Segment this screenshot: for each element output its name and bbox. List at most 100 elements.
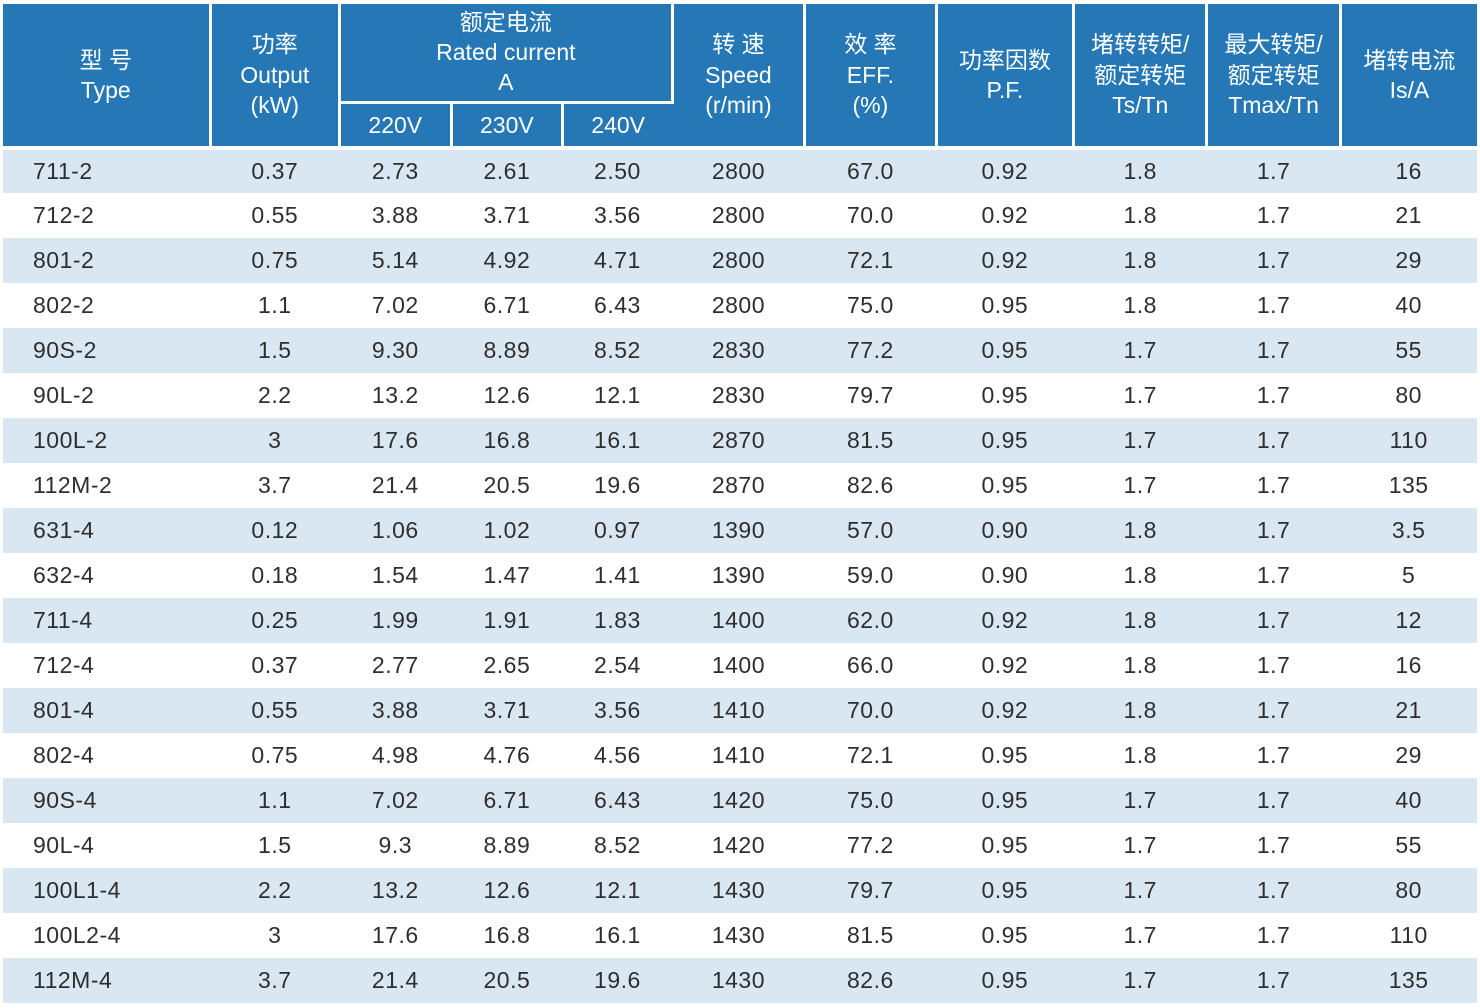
cell-pf: 0.95 — [936, 958, 1074, 1003]
cell-is_a: 110 — [1340, 418, 1477, 463]
cell-output: 0.18 — [210, 553, 340, 598]
cell-is_a: 29 — [1340, 733, 1477, 778]
cell-output: 3 — [210, 418, 340, 463]
table-row: 112M-2 3.7 21.4 20.5 19.6 2870 82.6 0.95 1.7 1.7 1… — [3, 463, 1477, 508]
cell-tmax_tn: 1.7 — [1206, 643, 1341, 688]
cell-output: 3.7 — [210, 463, 340, 508]
cell-tmax_tn: 1.7 — [1206, 146, 1341, 193]
cell-ts_tn: 1.7 — [1073, 418, 1207, 463]
cell-current_240v: 16.1 — [562, 418, 673, 463]
cell-is_a: 110 — [1340, 913, 1477, 958]
cell-output: 1.1 — [210, 283, 340, 328]
cell-current_230v: 6.71 — [451, 283, 563, 328]
cell-current_230v: 2.65 — [451, 643, 563, 688]
cell-current_230v: 12.6 — [451, 373, 563, 418]
cell-tmax_tn: 1.7 — [1206, 553, 1341, 598]
cell-ts_tn: 1.7 — [1073, 373, 1207, 418]
cell-output: 0.75 — [210, 733, 340, 778]
cell-pf: 0.95 — [936, 418, 1074, 463]
cell-ts_tn: 1.7 — [1073, 868, 1207, 913]
table-row: 90L-4 1.5 9.3 8.89 8.52 1420 77.2 0.95 1.7 1.7 55 — [3, 823, 1477, 868]
cell-tmax_tn: 1.7 — [1206, 688, 1341, 733]
cell-current_240v: 6.43 — [562, 283, 673, 328]
cell-current_220v: 13.2 — [339, 868, 452, 913]
cell-eff: 72.1 — [804, 238, 937, 283]
cell-current_220v: 7.02 — [339, 283, 452, 328]
cell-type: 712-4 — [3, 643, 211, 688]
cell-type: 90S-2 — [3, 328, 211, 373]
cell-speed: 1410 — [672, 688, 805, 733]
cell-speed: 1420 — [672, 823, 805, 868]
cell-output: 0.55 — [210, 688, 340, 733]
cell-ts_tn: 1.8 — [1073, 688, 1207, 733]
cell-current_230v: 20.5 — [451, 463, 563, 508]
cell-output: 2.2 — [210, 373, 340, 418]
cell-current_240v: 3.56 — [562, 688, 673, 733]
cell-tmax_tn: 1.7 — [1206, 418, 1341, 463]
cell-ts_tn: 1.8 — [1073, 146, 1207, 193]
cell-pf: 0.95 — [936, 778, 1074, 823]
cell-eff: 79.7 — [804, 868, 937, 913]
cell-speed: 2830 — [672, 373, 805, 418]
cell-current_240v: 19.6 — [562, 463, 673, 508]
table-row: 90S-4 1.1 7.02 6.71 6.43 1420 75.0 0.95 1.7 1.7 40 — [3, 778, 1477, 823]
cell-output: 0.25 — [210, 598, 340, 643]
cell-ts_tn: 1.7 — [1073, 463, 1207, 508]
cell-current_220v: 3.88 — [339, 193, 452, 238]
cell-eff: 67.0 — [804, 146, 937, 193]
col-header-type: 型 号 Type — [3, 4, 212, 148]
cell-type: 90L-2 — [3, 373, 211, 418]
cell-speed: 1420 — [672, 778, 805, 823]
cell-pf: 0.92 — [936, 598, 1074, 643]
cell-current_220v: 17.6 — [339, 913, 452, 958]
cell-tmax_tn: 1.7 — [1206, 598, 1341, 643]
cell-pf: 0.95 — [936, 373, 1074, 418]
cell-current_220v: 1.99 — [339, 598, 452, 643]
cell-ts_tn: 1.7 — [1073, 328, 1207, 373]
cell-is_a: 55 — [1340, 328, 1477, 373]
cell-eff: 77.2 — [804, 328, 937, 373]
cell-current_220v: 1.06 — [339, 508, 452, 553]
col-header-230v: 230V — [451, 102, 565, 148]
cell-is_a: 80 — [1340, 373, 1477, 418]
cell-type: 801-4 — [3, 688, 211, 733]
cell-current_220v: 9.3 — [339, 823, 452, 868]
cell-output: 1.1 — [210, 778, 340, 823]
cell-current_230v: 1.02 — [451, 508, 563, 553]
col-header-ts-tn: 堵转转矩/ 额定转矩 Ts/Tn — [1073, 4, 1209, 148]
cell-type: 801-2 — [3, 238, 211, 283]
table-row: 712-2 0.55 3.88 3.71 3.56 2800 70.0 0.92 1.8 1.7 2… — [3, 193, 1477, 238]
cell-ts_tn: 1.8 — [1073, 283, 1207, 328]
cell-type: 90L-4 — [3, 823, 211, 868]
cell-eff: 81.5 — [804, 418, 937, 463]
cell-type: 712-2 — [3, 193, 211, 238]
table-row: 632-4 0.18 1.54 1.47 1.41 1390 59.0 0.90 1.8 1.7 5 — [3, 553, 1477, 598]
table-row: 100L2-4 3 17.6 16.8 16.1 1430 81.5 0.95 1.7 1.7 11… — [3, 913, 1477, 958]
cell-is_a: 135 — [1340, 463, 1477, 508]
cell-tmax_tn: 1.7 — [1206, 823, 1341, 868]
cell-current_220v: 7.02 — [339, 778, 452, 823]
table-row: 90S-2 1.5 9.30 8.89 8.52 2830 77.2 0.95 1.7 1.7 55 — [3, 328, 1477, 373]
cell-current_220v: 3.88 — [339, 688, 452, 733]
cell-eff: 70.0 — [804, 688, 937, 733]
cell-ts_tn: 1.7 — [1073, 958, 1207, 1003]
cell-type: 711-2 — [3, 146, 211, 193]
table-header: 型 号 Type 功率 Output (kW) 额定电流 Rated curre… — [3, 4, 1477, 148]
cell-is_a: 40 — [1340, 283, 1477, 328]
cell-pf: 0.95 — [936, 868, 1074, 913]
cell-is_a: 16 — [1340, 643, 1477, 688]
table-row: 112M-4 3.7 21.4 20.5 19.6 1430 82.6 0.95 1.7 1.7 1… — [3, 958, 1477, 1003]
cell-current_230v: 8.89 — [451, 328, 563, 373]
cell-current_240v: 12.1 — [562, 373, 673, 418]
cell-is_a: 21 — [1340, 193, 1477, 238]
cell-current_220v: 4.98 — [339, 733, 452, 778]
cell-is_a: 80 — [1340, 868, 1477, 913]
table-row: 801-2 0.75 5.14 4.92 4.71 2800 72.1 0.92 1.8 1.7 2… — [3, 238, 1477, 283]
cell-current_230v: 3.71 — [451, 688, 563, 733]
cell-type: 631-4 — [3, 508, 211, 553]
cell-is_a: 29 — [1340, 238, 1477, 283]
table-row: 711-4 0.25 1.99 1.91 1.83 1400 62.0 0.92 1.8 1.7 1… — [3, 598, 1477, 643]
cell-current_230v: 2.61 — [451, 146, 563, 193]
cell-pf: 0.92 — [936, 146, 1074, 193]
